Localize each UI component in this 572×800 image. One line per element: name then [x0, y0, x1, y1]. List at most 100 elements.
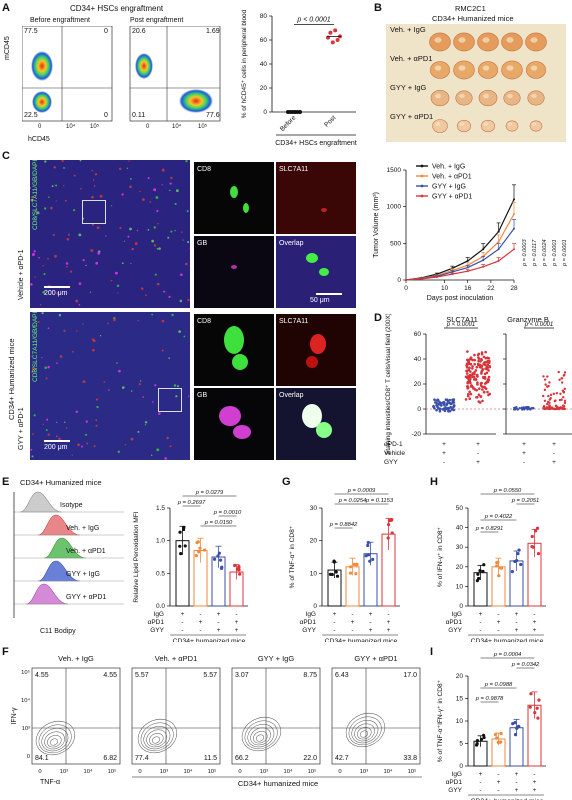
b-tumor-images: [429, 32, 547, 133]
chartI-dot: [515, 726, 519, 730]
d-point-slc-gyy: [474, 369, 478, 372]
f-contour: [35, 720, 76, 756]
c-speck: [166, 436, 169, 440]
c-speck: [47, 257, 49, 260]
d-point-gb-gyy: [563, 371, 567, 374]
b-group-3: GYY + IgG: [390, 83, 427, 92]
c-speck: [53, 166, 56, 169]
c-tile-label-cd8-1: CD8: [197, 166, 212, 173]
c-speck: [30, 198, 34, 202]
d-ytick-label: 0: [417, 406, 421, 413]
f-plot-frame: [131, 667, 221, 765]
c-speck: [63, 329, 66, 332]
c-speck: [33, 250, 36, 253]
chartI-ytick-label: 15: [456, 696, 464, 703]
c-speck: [176, 385, 179, 388]
a-post-q4: 77.6: [206, 112, 220, 119]
c-speck: [141, 198, 145, 202]
d-point-gb-gyy: [554, 404, 558, 408]
f-plot-frame: [231, 667, 321, 765]
c-speck: [126, 167, 129, 170]
d-point-slc-gyy: [487, 361, 491, 365]
chartI-row-label: IgG: [452, 771, 462, 778]
d-point-gb-gyy: [560, 377, 564, 380]
f-quad-ul: 4.55: [35, 672, 49, 679]
c-tile-overlap-1: [276, 236, 356, 308]
chartH-dot: [519, 562, 523, 567]
c-speck: [59, 355, 63, 358]
c-speck: [168, 295, 171, 299]
c-speck: [118, 369, 121, 373]
chartH-ylabel: % of IFN-γ⁺ in CD8⁺: [437, 526, 444, 587]
panel-label-a: A: [2, 2, 10, 14]
c-speck: [121, 193, 124, 196]
tumor-ytick-label: 0: [397, 277, 401, 284]
tumor-image: [455, 90, 473, 106]
f-contour: [345, 712, 386, 748]
d-point-slc-gyy: [468, 373, 472, 377]
panel-label-i: I: [430, 646, 434, 658]
f-ylabel: IFN-γ: [11, 707, 18, 725]
d-sign: -: [553, 450, 555, 457]
f-contour: [137, 718, 178, 754]
c-speck: [108, 389, 110, 391]
c-speck: [31, 195, 34, 199]
d-point-slc-veh: [448, 409, 452, 413]
chartI-dot: [493, 732, 498, 737]
i-bar-chart: 0 5 10 15 20 % of TNF-α⁺IFN-γ⁺ in CD8⁺ p = 0.0…: [437, 652, 546, 800]
f-quad-ul: 6.43: [335, 672, 349, 679]
c-speck: [136, 229, 139, 232]
c-speck: [46, 418, 49, 421]
d-point-slc-gyy: [482, 390, 486, 394]
chartH-ytick-label: 0: [459, 603, 463, 610]
chartH-dot: [535, 526, 540, 530]
d-point-slc-gyy: [481, 375, 485, 379]
c-side-stain-2: CD8/SLC7A11/GB/DAPI: [32, 311, 39, 382]
c-speck: [147, 228, 150, 231]
c-speck: [137, 319, 139, 322]
d-ytick-label: 40: [414, 356, 422, 363]
d-point-slc-gyy: [474, 377, 477, 381]
d-point-slc-gyy: [471, 375, 474, 379]
f-quad-lr: 22.0: [303, 755, 317, 762]
c-speck: [79, 160, 82, 162]
c-speck: [121, 386, 125, 389]
a-chart-ylabel: % of hCD45⁺ cells in peripheral blood: [241, 9, 248, 118]
b-group-2: Veh. + αPD1: [390, 54, 433, 63]
c-speckle: [30, 160, 190, 460]
chartH-dot: [497, 574, 501, 578]
d-point-slc-gyy: [475, 374, 479, 377]
chartI-row-label: αPD1: [446, 779, 463, 786]
chartE-sign: -: [235, 611, 237, 618]
c-speck: [30, 355, 32, 357]
chartI-dot: [482, 735, 486, 740]
d-point-slc-veh: [437, 407, 440, 410]
chartH-ytick-label: 10: [456, 583, 464, 590]
chartE-ytick-label: 1.0: [156, 538, 165, 545]
c-speck: [71, 350, 74, 353]
tumor-highlight: [508, 122, 512, 126]
chartG-dot: [352, 562, 356, 566]
c-speck: [93, 185, 96, 187]
f-xtick: 10³: [60, 769, 68, 775]
chartG-sign: +: [351, 619, 355, 626]
c-zoom-box-1: [82, 200, 106, 224]
d-point-slc-gyy: [476, 383, 479, 386]
d-point-slc-gyy: [486, 380, 490, 384]
e-hist-xlabel: C11 Bodipy: [40, 628, 76, 635]
d-point-slc-gyy: [466, 350, 469, 353]
d-point-gb-gyy: [562, 405, 566, 408]
chartG-dot: [390, 531, 394, 535]
d-sign: -: [477, 450, 479, 457]
d-point-slc-gyy: [476, 363, 480, 367]
c-speck: [30, 283, 33, 286]
tumor-point: [482, 248, 485, 251]
c-speck: [170, 230, 173, 233]
chartE-sign: +: [181, 611, 185, 618]
d-point-slc-gyy: [465, 372, 469, 375]
c-speck: [80, 187, 82, 190]
d-point-slc-gyy: [469, 362, 473, 366]
tumor-highlight: [483, 93, 489, 99]
c-speck: [129, 227, 132, 231]
c-speck: [149, 201, 152, 203]
